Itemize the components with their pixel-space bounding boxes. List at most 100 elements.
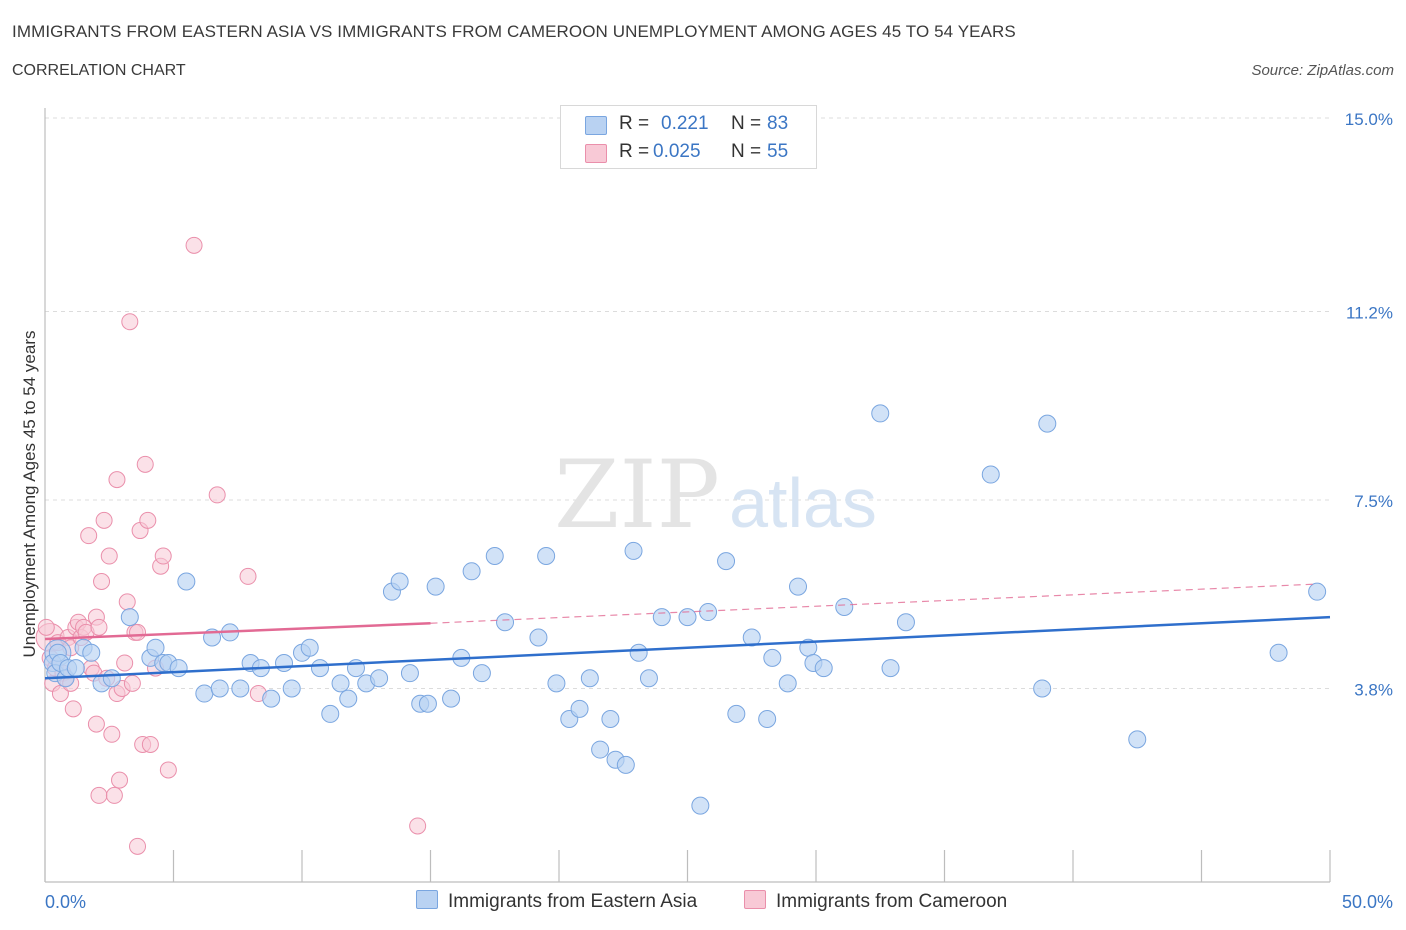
- legend-label-cameroon: Immigrants from Cameroon: [776, 891, 1008, 912]
- data-point-cameroon: [64, 700, 82, 718]
- data-point-eastern-asia: [282, 679, 301, 698]
- data-point-eastern-asia: [496, 613, 515, 632]
- data-point-eastern-asia: [146, 638, 165, 657]
- gridlines: [45, 117, 1330, 689]
- data-point-eastern-asia: [169, 659, 188, 678]
- data-point-eastern-asia: [547, 674, 566, 693]
- data-point-cameroon: [118, 593, 136, 611]
- data-point-eastern-asia: [442, 689, 461, 708]
- data-point-eastern-asia: [418, 694, 437, 713]
- data-point-cameroon: [139, 511, 157, 529]
- data-point-eastern-asia: [462, 562, 481, 581]
- data-point-eastern-asia: [758, 710, 777, 729]
- r-label: R =: [619, 113, 650, 134]
- data-point-eastern-asia: [210, 679, 229, 698]
- chart-subtitle: CORRELATION CHART: [12, 62, 186, 79]
- eastern-asia-points: [43, 404, 1327, 815]
- data-point-eastern-asia: [82, 643, 101, 662]
- legend-item-eastern-asia: Immigrants from Eastern Asia: [416, 890, 697, 913]
- trend-lines: [44, 583, 1331, 680]
- data-point-eastern-asia: [485, 547, 504, 566]
- data-point-eastern-asia: [231, 679, 250, 698]
- trend-line-eastern-asia: [44, 615, 1331, 680]
- cameroon-swatch: [585, 144, 607, 163]
- data-point-cameroon: [185, 236, 203, 254]
- data-point-eastern-asia: [881, 659, 900, 678]
- cameroon-points: [35, 236, 427, 855]
- data-point-eastern-asia: [331, 674, 350, 693]
- data-point-eastern-asia: [66, 659, 85, 678]
- legend-label-eastern-asia: Immigrants from Eastern Asia: [448, 891, 698, 912]
- data-point-eastern-asia: [310, 659, 329, 678]
- data-point-eastern-asia: [896, 613, 915, 632]
- y-tick-label: 3.8%: [1354, 680, 1393, 699]
- data-point-eastern-asia: [763, 648, 782, 667]
- data-point-eastern-asia: [195, 684, 214, 703]
- data-point-eastern-asia: [789, 577, 808, 596]
- data-point-eastern-asia: [1128, 730, 1147, 749]
- n-label: N =: [731, 141, 762, 162]
- data-point-eastern-asia: [400, 664, 419, 683]
- r-label: R =: [619, 141, 650, 162]
- data-point-eastern-asia: [529, 628, 548, 647]
- data-point-cameroon: [90, 786, 108, 804]
- data-point-eastern-asia: [742, 628, 761, 647]
- correlation-legend: R = 0.221 N = 83 R = 0.025 N = 55: [560, 105, 817, 169]
- chart-title: IMMIGRANTS FROM EASTERN ASIA VS IMMIGRAN…: [12, 22, 1016, 41]
- data-point-eastern-asia: [639, 669, 658, 688]
- data-point-eastern-asia: [537, 547, 556, 566]
- y-tick-label: 11.2%: [1346, 304, 1393, 323]
- n-value-eastern-asia: 83: [767, 113, 789, 134]
- data-point-eastern-asia: [814, 659, 833, 678]
- data-point-eastern-asia: [1308, 582, 1327, 601]
- data-point-cameroon: [87, 715, 105, 733]
- data-point-eastern-asia: [275, 653, 294, 672]
- data-point-eastern-asia: [1033, 679, 1052, 698]
- r-value-eastern-asia: 0.221: [661, 113, 709, 134]
- cameroon-swatch: [744, 890, 766, 909]
- data-point-eastern-asia: [102, 669, 121, 688]
- n-label: N =: [731, 113, 762, 134]
- data-point-eastern-asia: [629, 643, 648, 662]
- trend-line-cameroon: [44, 622, 431, 641]
- data-point-eastern-asia: [691, 796, 710, 815]
- data-point-cameroon: [208, 486, 226, 504]
- data-point-cameroon: [93, 572, 111, 590]
- data-point-cameroon: [108, 471, 126, 489]
- x-tick-label-max: 50.0%: [1342, 892, 1393, 912]
- n-value-cameroon: 55: [767, 141, 789, 162]
- data-point-eastern-asia: [699, 603, 718, 622]
- data-point-eastern-asia: [300, 638, 319, 657]
- data-point-cameroon: [129, 837, 147, 855]
- data-point-cameroon: [409, 817, 427, 835]
- data-point-eastern-asia: [426, 577, 445, 596]
- data-point-eastern-asia: [262, 689, 281, 708]
- tick-labels: 3.8% 7.5% 11.2% 15.0% 0.0% 50.0%: [45, 110, 1393, 912]
- data-point-cameroon: [123, 674, 141, 692]
- legend-item-cameroon: Immigrants from Cameroon: [744, 890, 1007, 913]
- watermark-atlas: atlas: [729, 464, 877, 542]
- data-point-eastern-asia: [871, 404, 890, 423]
- eastern-asia-swatch: [585, 116, 607, 135]
- data-point-eastern-asia: [120, 608, 139, 627]
- data-point-eastern-asia: [835, 597, 854, 616]
- data-point-cameroon: [90, 618, 108, 636]
- data-point-cameroon: [141, 735, 159, 753]
- data-point-eastern-asia: [778, 674, 797, 693]
- data-point-eastern-asia: [1038, 414, 1057, 433]
- data-point-eastern-asia: [678, 608, 697, 627]
- y-axis-label: Unemployment Among Ages 45 to 54 years: [20, 330, 39, 658]
- data-point-cameroon: [80, 527, 98, 545]
- data-point-eastern-asia: [601, 710, 620, 729]
- data-point-cameroon: [154, 547, 172, 565]
- data-point-eastern-asia: [370, 669, 389, 688]
- x-tick-label-min: 0.0%: [45, 892, 86, 912]
- data-point-eastern-asia: [390, 572, 409, 591]
- data-point-eastern-asia: [727, 704, 746, 723]
- data-point-cameroon: [105, 786, 123, 804]
- data-point-eastern-asia: [717, 552, 736, 571]
- data-point-eastern-asia: [580, 669, 599, 688]
- data-point-eastern-asia: [339, 689, 358, 708]
- axes: [44, 108, 1331, 883]
